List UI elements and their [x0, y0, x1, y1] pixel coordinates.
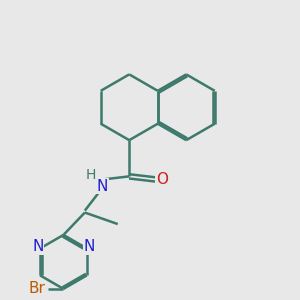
Text: N: N: [83, 239, 95, 254]
Text: H: H: [85, 168, 96, 182]
Text: O: O: [156, 172, 168, 187]
Text: N: N: [32, 239, 44, 254]
Text: Br: Br: [29, 281, 46, 296]
Text: N: N: [96, 179, 108, 194]
